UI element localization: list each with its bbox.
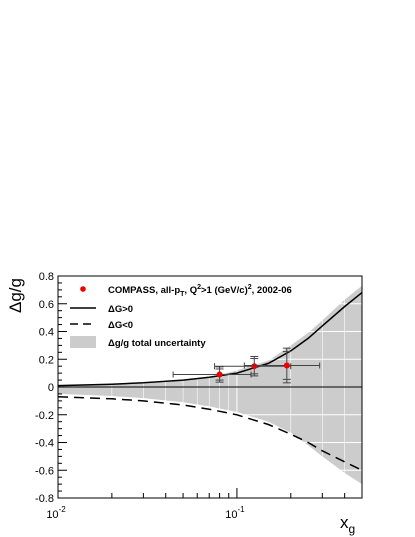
curve-dg-negative: [57, 395, 363, 471]
legend-band-swatch: [70, 336, 96, 348]
legend-label: ΔG<0: [108, 320, 133, 331]
uncertainty-band: [58, 285, 362, 485]
y-tick-label: -0.2: [35, 410, 54, 422]
y-tick-label: 0.4: [39, 327, 54, 339]
legend-marker: [80, 286, 86, 292]
legend-label: COMPASS, all-pT, Q2>1 (GeV/c)2, 2002-06: [108, 284, 292, 298]
y-tick-label: -0.4: [35, 438, 54, 450]
y-tick-label: 0: [48, 382, 54, 394]
data-point: [251, 363, 258, 370]
y-tick-label: 0.8: [39, 271, 54, 283]
y-tick-label: 0.2: [39, 354, 54, 366]
y-tick-label: -0.8: [35, 493, 54, 505]
legend: COMPASS, all-pT, Q2>1 (GeV/c)2, 2002-06 Δ…: [70, 284, 292, 349]
y-axis-title: Δg/g: [6, 278, 25, 313]
y-tick-label: 0.6: [39, 299, 54, 311]
y-tick-label: -0.6: [35, 465, 54, 477]
axes: 0.80.60.40.20-0.2-0.4-0.6-0.810-2 10-1Δg/…: [6, 271, 363, 536]
legend-label: Δg/g total uncertainty: [108, 338, 206, 349]
data-point: [216, 371, 223, 378]
legend-label: ΔG>0: [108, 304, 133, 315]
data-point: [283, 362, 290, 369]
